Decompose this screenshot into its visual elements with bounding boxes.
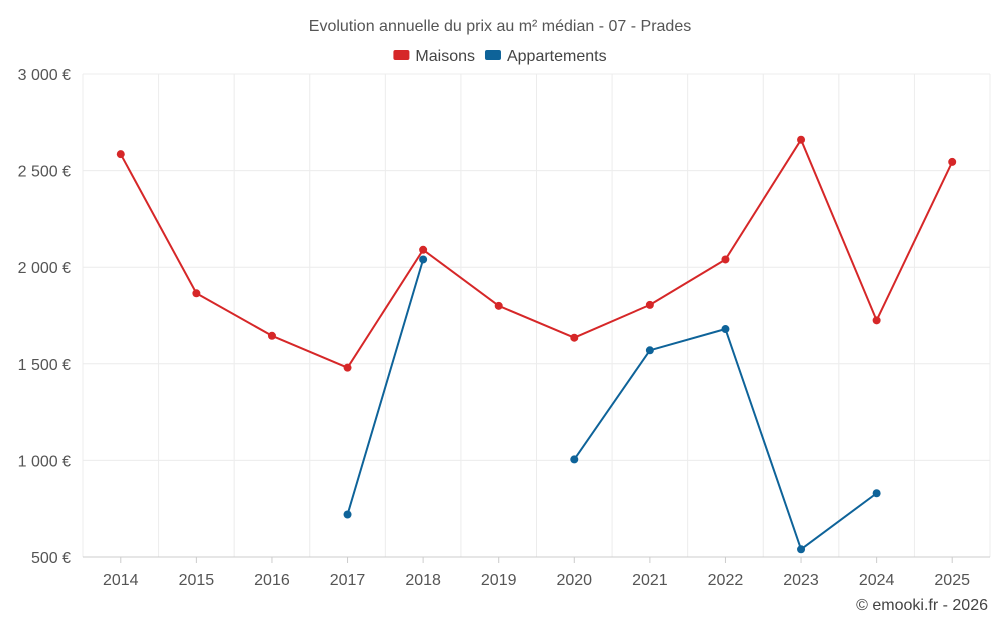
series-line-maisons xyxy=(119,138,954,369)
x-tick-label: 2025 xyxy=(934,572,970,589)
x-tick-label: 2017 xyxy=(330,572,366,589)
chart-title: Evolution annuelle du prix au m² médian … xyxy=(309,18,691,35)
data-point-maisons[interactable] xyxy=(419,245,428,254)
data-point-appartements[interactable] xyxy=(872,489,881,498)
x-tick-label: 2022 xyxy=(708,572,744,589)
legend-item-maisons[interactable]: Maisons xyxy=(393,48,475,65)
data-point-maisons[interactable] xyxy=(494,301,503,310)
y-tick-label: 500 € xyxy=(31,550,71,567)
data-point-appartements[interactable] xyxy=(721,325,730,334)
series-layer xyxy=(116,135,957,554)
x-tick-label: 2021 xyxy=(632,572,668,589)
data-point-maisons[interactable] xyxy=(343,363,352,372)
x-tick-label: 2019 xyxy=(481,572,517,589)
x-tick-label: 2015 xyxy=(179,572,215,589)
credit-text: © emooki.fr - 2026 xyxy=(856,597,988,614)
data-point-maisons[interactable] xyxy=(797,135,806,144)
data-point-appartements[interactable] xyxy=(797,545,806,554)
data-point-maisons[interactable] xyxy=(872,316,881,325)
series-maisons xyxy=(116,135,957,372)
data-point-appartements[interactable] xyxy=(570,455,579,464)
data-point-maisons[interactable] xyxy=(645,300,654,309)
legend-swatch xyxy=(484,50,501,60)
data-point-maisons[interactable] xyxy=(721,255,730,264)
grid xyxy=(82,73,991,557)
data-point-appartements[interactable] xyxy=(343,510,352,519)
legend-label: Appartements xyxy=(507,48,607,65)
x-tick-label: 2020 xyxy=(556,572,592,589)
legend-label: Maisons xyxy=(415,48,475,65)
y-tick-label: 2 000 € xyxy=(18,260,71,277)
series-line-appartements xyxy=(573,328,878,551)
data-point-maisons[interactable] xyxy=(192,289,201,298)
y-tick-label: 1 500 € xyxy=(18,357,71,374)
series-line-appartements xyxy=(346,259,425,515)
y-tick-label: 3 000 € xyxy=(18,67,71,84)
x-tick-label: 2014 xyxy=(103,572,139,589)
data-point-maisons[interactable] xyxy=(570,333,579,342)
data-point-maisons[interactable] xyxy=(267,331,276,340)
series-appartements xyxy=(343,255,881,554)
y-tick-label: 2 500 € xyxy=(18,164,71,181)
legend-swatch xyxy=(393,50,410,60)
y-axis: 500 € 1 000 € 1 500 € 2 000 € 2 500 € 3 000 € xyxy=(18,67,71,567)
data-point-appartements[interactable] xyxy=(419,255,428,264)
x-tick-label: 2023 xyxy=(783,572,819,589)
x-tick-label: 2018 xyxy=(405,572,441,589)
legend-item-appartements[interactable]: Appartements xyxy=(484,48,607,65)
y-tick-label: 1 000 € xyxy=(18,453,71,470)
legend: Maisons Appartements xyxy=(393,48,607,65)
x-tick-label: 2016 xyxy=(254,572,290,589)
x-tick-label: 2024 xyxy=(859,572,895,589)
data-point-maisons[interactable] xyxy=(116,150,125,159)
data-point-appartements[interactable] xyxy=(645,346,654,355)
x-axis: 2014 2015 2016 2017 2018 2019 2020 2021 2022 2023… xyxy=(83,556,990,589)
data-point-maisons[interactable] xyxy=(948,157,957,166)
